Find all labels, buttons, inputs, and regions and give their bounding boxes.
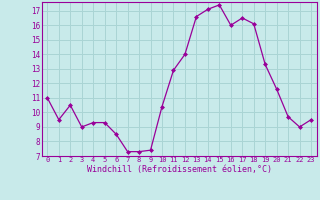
X-axis label: Windchill (Refroidissement éolien,°C): Windchill (Refroidissement éolien,°C)	[87, 165, 272, 174]
